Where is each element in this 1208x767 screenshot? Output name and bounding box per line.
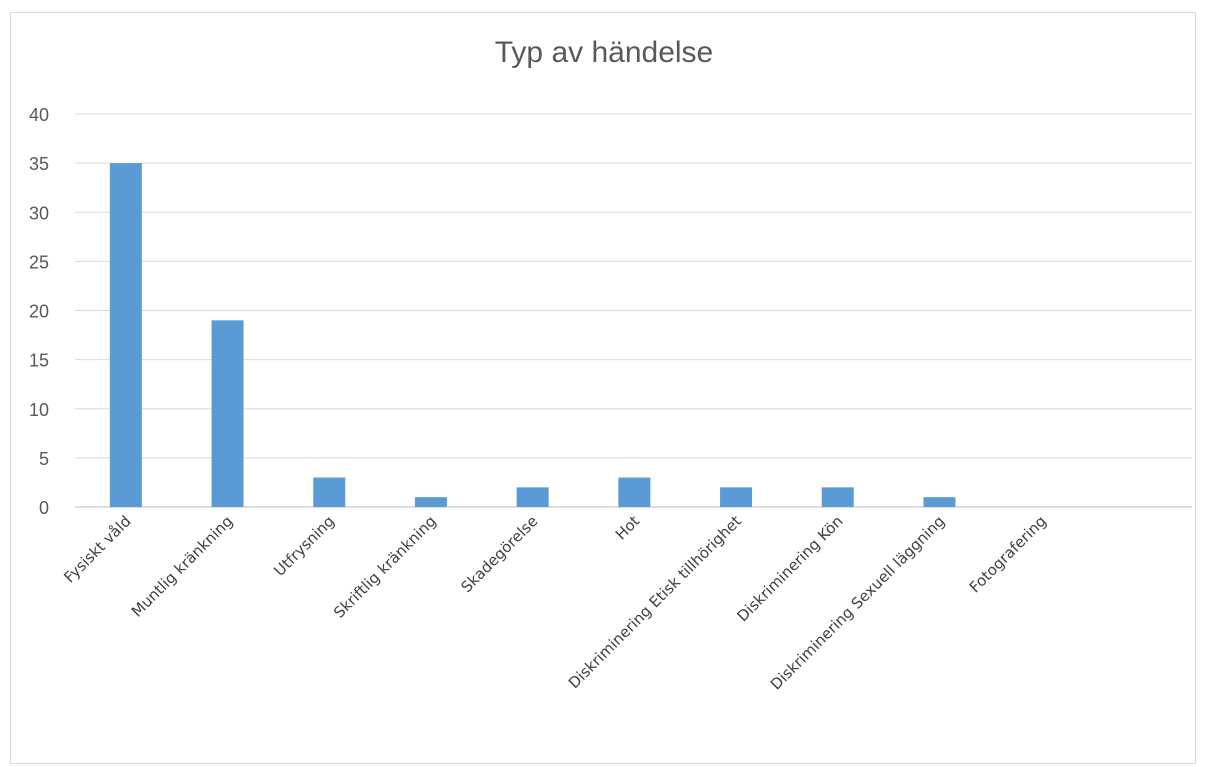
y-tick-label: 35 (29, 154, 49, 174)
y-tick-label: 15 (29, 351, 49, 371)
x-category-label: Skadegörelse (457, 512, 541, 596)
y-tick-label: 30 (29, 203, 49, 223)
y-tick-label: 5 (39, 449, 49, 469)
bar (414, 497, 447, 507)
x-category-label: Hot (612, 512, 643, 543)
bar (720, 487, 753, 507)
chart-title: Typ av händelse (494, 36, 714, 69)
bar (516, 487, 549, 507)
x-category-label: Diskriminering Kön (733, 512, 846, 625)
x-category-label: Diskriminering Etisk tillhörighet (565, 512, 745, 692)
x-category-label: Utfrysning (270, 512, 338, 580)
y-tick-label: 20 (29, 302, 49, 322)
x-category-label: Muntlig kränkning (128, 512, 236, 620)
y-tick-label: 10 (29, 400, 49, 420)
bar (109, 163, 142, 507)
x-category-label: Fysiskt våld (60, 512, 134, 586)
gridlines (75, 113, 1192, 508)
y-tick-label: 0 (39, 498, 49, 518)
bars (109, 163, 956, 507)
x-category-label: Diskriminering Sexuell läggning (767, 512, 948, 693)
bar (211, 320, 244, 507)
chart-frame (10, 12, 1196, 764)
bar (618, 477, 651, 507)
x-category-label: Skriftlig kränkning (330, 512, 440, 622)
y-axis-ticks: 0 5 10 15 20 25 30 35 40 (29, 105, 49, 518)
x-category-label: Fotografering (966, 512, 1050, 596)
y-tick-label: 25 (29, 252, 49, 272)
y-tick-label: 40 (29, 105, 49, 125)
bar (821, 487, 854, 507)
bar (923, 497, 956, 507)
bar (313, 477, 346, 507)
